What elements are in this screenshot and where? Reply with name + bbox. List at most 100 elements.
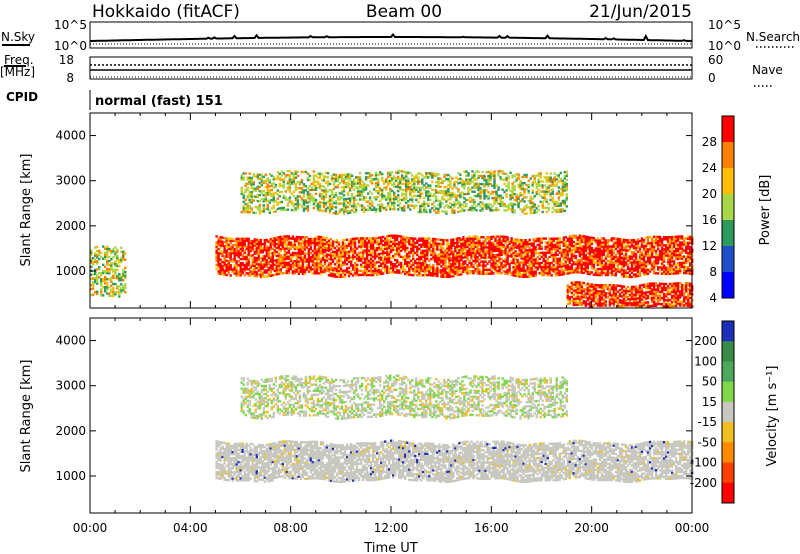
heatmap-cell: [259, 267, 262, 270]
heatmap-cell: [367, 237, 371, 240]
heatmap-cell: [544, 261, 547, 265]
heatmap-cell: [416, 249, 419, 253]
heatmap-cell: [426, 265, 429, 269]
heatmap-cell: [520, 243, 523, 246]
heatmap-cell: [384, 265, 387, 269]
heatmap-cell: [494, 255, 497, 259]
heatmap-cell: [289, 259, 293, 263]
heatmap-cell: [392, 271, 395, 274]
heatmap-cell: [494, 268, 497, 271]
heatmap-cell: [518, 246, 521, 250]
heatmap-cell: [388, 242, 391, 246]
heatmap-cell: [255, 260, 258, 264]
heatmap-cell: [582, 269, 585, 272]
heatmap-cell: [642, 240, 646, 244]
heatmap-cell: [468, 259, 471, 263]
heatmap-cell: [349, 264, 353, 267]
heatmap-cell: [666, 242, 670, 245]
heatmap-cell: [429, 210, 432, 214]
heatmap-cell: [334, 192, 338, 195]
heatmap-cell: [484, 268, 487, 271]
heatmap-cell: [510, 249, 513, 252]
heatmap-cell: [471, 204, 474, 208]
heatmap-cell: [215, 249, 218, 252]
heatmap-cell: [298, 181, 302, 184]
heatmap-cell: [662, 238, 666, 241]
heatmap-cell: [349, 246, 353, 249]
heatmap-cell: [504, 264, 507, 267]
heatmap-cell: [378, 248, 381, 252]
heatmap-cell: [442, 257, 445, 260]
heatmap-cell: [262, 194, 265, 197]
heatmap-cell: [492, 243, 495, 247]
heatmap-cell: [217, 270, 220, 273]
heatmap-cell: [518, 238, 521, 242]
heatmap-cell: [524, 259, 527, 262]
heatmap-cell: [681, 243, 684, 246]
heatmap-cell: [269, 242, 272, 245]
heatmap-cell: [217, 262, 220, 265]
heatmap-cell: [364, 188, 368, 191]
heatmap-cell: [672, 264, 676, 267]
heatmap-cell: [313, 253, 317, 257]
heatmap-cell: [406, 263, 409, 266]
heatmap-cell: [223, 251, 226, 254]
heatmap-cell: [614, 274, 618, 277]
heatmap-cell: [640, 239, 644, 242]
heatmap-cell: [476, 268, 479, 271]
heatmap-cell: [558, 257, 561, 260]
heatmap-cell: [361, 253, 365, 256]
heatmap-cell: [267, 266, 270, 270]
heatmap-cell: [399, 169, 402, 173]
heatmap-cell: [566, 251, 569, 255]
heatmap-cell: [560, 251, 563, 254]
heatmap-cell: [550, 245, 553, 249]
heatmap-cell: [262, 175, 265, 179]
heatmap-cell: [390, 244, 393, 248]
heatmap-cell: [540, 261, 543, 265]
heatmap-cell: [316, 172, 320, 175]
heatmap-cell: [350, 192, 354, 196]
heatmap-cell: [468, 265, 471, 269]
heatmap-cell: [393, 207, 396, 211]
heatmap-cell: [423, 206, 426, 210]
heatmap-cell: [626, 275, 630, 279]
heatmap-cell: [620, 242, 624, 245]
heatmap-cell: [440, 261, 443, 264]
heatmap-cell: [448, 257, 451, 260]
heatmap-cell: [574, 248, 577, 252]
heatmap-cell: [473, 208, 476, 212]
heatmap-cell: [554, 266, 557, 269]
heatmap-cell: [490, 262, 493, 265]
heatmap-cell: [276, 177, 279, 180]
heatmap-cell: [554, 241, 557, 244]
heatmap-cell: [476, 266, 479, 269]
heatmap-cell: [408, 255, 411, 258]
heatmap-cell: [616, 262, 620, 265]
heatmap-cell: [586, 237, 589, 241]
heatmap-cell: [494, 257, 497, 261]
heatmap-cell: [266, 205, 269, 209]
heatmap-cell: [257, 265, 260, 268]
heatmap-cell: [548, 243, 551, 246]
heatmap-cell: [472, 265, 475, 269]
heatmap-cell: [356, 188, 360, 191]
heatmap-cell: [626, 249, 630, 252]
heatmap-cell: [568, 247, 571, 250]
heatmap-cell: [393, 181, 396, 184]
heatmap-cell: [475, 178, 478, 181]
heatmap-cell: [353, 265, 357, 269]
heatmap-cell: [467, 178, 470, 181]
heatmap-cell: [326, 182, 330, 185]
heatmap-cell: [343, 271, 347, 274]
heatmap-cell: [542, 259, 545, 263]
heatmap-cell: [297, 262, 301, 265]
heatmap-cell: [600, 237, 604, 240]
heatmap-cell: [247, 245, 250, 249]
heatmap-cell: [382, 262, 385, 265]
heatmap-cell: [410, 249, 413, 252]
heatmap-cell: [600, 245, 604, 248]
heatmap-cell: [247, 251, 250, 255]
heatmap-cell: [397, 208, 400, 211]
heatmap-cell: [556, 245, 559, 248]
